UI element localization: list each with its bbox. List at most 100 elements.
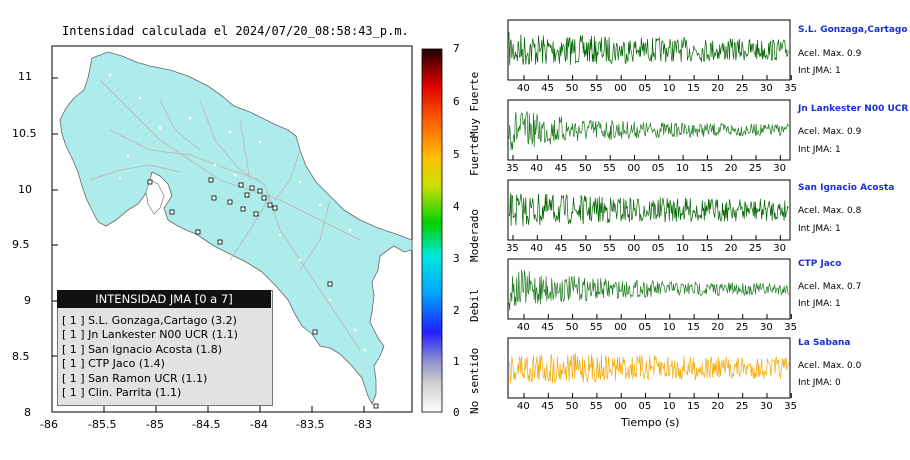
time-tick-label: 55 bbox=[589, 322, 603, 333]
time-tick-label: 05 bbox=[651, 243, 665, 254]
time-tick-label: 35 bbox=[506, 243, 519, 254]
time-tick-label: 55 bbox=[603, 163, 616, 174]
station-name: S.L. Gonzaga,Cartago bbox=[798, 25, 908, 35]
time-tick-label: 10 bbox=[676, 243, 689, 254]
y-tick: 8 bbox=[24, 406, 31, 419]
time-tick-label: 40 bbox=[530, 243, 544, 254]
y-tick: 9.5 bbox=[12, 238, 30, 251]
time-tick-label: 45 bbox=[541, 322, 555, 333]
x-tick: -83.5 bbox=[296, 418, 325, 431]
station-name: CTP Jaco bbox=[798, 259, 842, 269]
y-tick: 11 bbox=[18, 70, 32, 83]
time-tick-label: 35 bbox=[784, 322, 798, 333]
time-tick-label: 05 bbox=[638, 83, 652, 94]
time-tick-label: 30 bbox=[773, 163, 787, 174]
category-no-sentido: No sentido bbox=[468, 348, 481, 414]
colorbar-tick: 6 bbox=[453, 95, 460, 108]
y-tick: 8.5 bbox=[12, 350, 30, 363]
time-tick-label: 25 bbox=[735, 83, 749, 94]
time-tick-label: 55 bbox=[603, 243, 616, 254]
category-debil: Debil bbox=[468, 289, 481, 322]
map-title: Intensidad calculada el 2024/07/20_08:58… bbox=[62, 24, 409, 38]
colorbar-categories: Muy Fuerte Fuerte Moderado Debil No sent… bbox=[468, 72, 481, 414]
colorbar-tick: 5 bbox=[453, 148, 460, 161]
time-tick-label: 45 bbox=[541, 83, 555, 94]
time-tick-label: 10 bbox=[662, 401, 676, 412]
waveform-frame-1 bbox=[507, 19, 791, 81]
station-acel: Acel. Max. 0.7 bbox=[798, 282, 862, 292]
time-tick-label: 55 bbox=[589, 83, 603, 94]
x-tick: -85 bbox=[146, 418, 164, 431]
time-tick-label: 30 bbox=[773, 243, 787, 254]
station-jma: Int JMA: 1 bbox=[798, 145, 841, 155]
time-tick-label: 20 bbox=[724, 243, 738, 254]
time-tick-label: 15 bbox=[700, 243, 714, 254]
time-tick-label: 15 bbox=[687, 401, 700, 412]
station-name: San Ignacio Acosta bbox=[798, 183, 895, 193]
category-muy-fuerte: Muy Fuerte bbox=[468, 72, 481, 138]
y-tick: 10 bbox=[18, 183, 32, 196]
time-tick-label: 10 bbox=[662, 83, 676, 94]
time-tick-label: 25 bbox=[749, 163, 762, 174]
time-axis-label: Tiempo (s) bbox=[621, 416, 680, 429]
time-tick-label: 35 bbox=[506, 163, 519, 174]
time-tick-label: 50 bbox=[578, 163, 592, 174]
time-tick-label: 30 bbox=[760, 83, 773, 94]
time-tick-label: 55 bbox=[589, 401, 603, 412]
time-tick-label: 45 bbox=[554, 243, 568, 254]
x-tick: -83 bbox=[354, 418, 372, 431]
time-tick-label: 00 bbox=[627, 243, 641, 254]
time-tick-label: 25 bbox=[735, 322, 749, 333]
roads bbox=[89, 79, 361, 351]
time-tick-label: 50 bbox=[565, 83, 579, 94]
station-jma: Int JMA: 1 bbox=[798, 66, 841, 76]
station-name: Jn Lankester N00 UCR bbox=[798, 104, 909, 114]
station-acel: Acel. Max. 0.9 bbox=[798, 127, 862, 137]
time-tick-label: 05 bbox=[638, 401, 652, 412]
legend-row: [ 1 ] Clin. Parrita (1.1) bbox=[62, 386, 182, 399]
legend-row: [ 1 ] Jn Lankester N00 UCR (1.1) bbox=[62, 328, 238, 341]
station-acel: Acel. Max. 0.8 bbox=[798, 206, 862, 216]
city-dots bbox=[108, 73, 367, 352]
y-tick: 10.5 bbox=[12, 127, 37, 140]
time-tick-label: 15 bbox=[700, 163, 714, 174]
time-tick-label: 20 bbox=[711, 83, 725, 94]
time-tick-label: 30 bbox=[760, 401, 773, 412]
x-tick: -84.5 bbox=[192, 418, 221, 431]
time-tick-label: 50 bbox=[565, 401, 579, 412]
time-tick-label: 45 bbox=[541, 401, 555, 412]
colorbar-tick: 3 bbox=[453, 252, 460, 265]
legend-row: [ 1 ] S.L. Gonzaga,Cartago (3.2) bbox=[62, 314, 237, 327]
time-tick-label: 40 bbox=[530, 163, 544, 174]
colorbar bbox=[421, 48, 443, 413]
legend-row: [ 1 ] San Ignacio Acosta (1.8) bbox=[62, 343, 222, 356]
waveform-trace bbox=[508, 111, 789, 151]
costa-rica-land bbox=[59, 51, 413, 405]
time-tick-label: 10 bbox=[676, 163, 689, 174]
time-tick-label: 20 bbox=[724, 163, 738, 174]
time-tick-label: 05 bbox=[638, 322, 652, 333]
colorbar-tick: 7 bbox=[453, 42, 460, 55]
time-tick-label: 20 bbox=[711, 322, 725, 333]
time-tick-label: 35 bbox=[784, 83, 798, 94]
waveform-trace bbox=[508, 31, 789, 66]
time-tick-label: 00 bbox=[614, 83, 627, 94]
waveform-trace bbox=[508, 193, 789, 227]
x-tick: -84 bbox=[250, 418, 268, 431]
time-tick-label: 40 bbox=[517, 401, 530, 412]
station-jma: Int JMA: 1 bbox=[798, 224, 841, 234]
time-tick-label: 00 bbox=[627, 163, 641, 174]
time-tick-label: 15 bbox=[687, 322, 700, 333]
colorbar-tick: 2 bbox=[453, 304, 460, 317]
colorbar-tick: 4 bbox=[453, 200, 460, 213]
legend-row: [ 1 ] San Ramon UCR (1.1) bbox=[62, 372, 208, 385]
y-tick: 9 bbox=[24, 294, 31, 307]
colorbar-tick: 0 bbox=[453, 406, 460, 419]
legend-box bbox=[57, 290, 273, 406]
waveform-trace bbox=[508, 270, 789, 311]
x-tick: -85.5 bbox=[88, 418, 117, 431]
station-jma: Int JMA: 0 bbox=[798, 378, 841, 388]
time-tick-label: 50 bbox=[565, 322, 579, 333]
time-tick-label: 30 bbox=[760, 322, 773, 333]
time-tick-label: 45 bbox=[554, 163, 568, 174]
